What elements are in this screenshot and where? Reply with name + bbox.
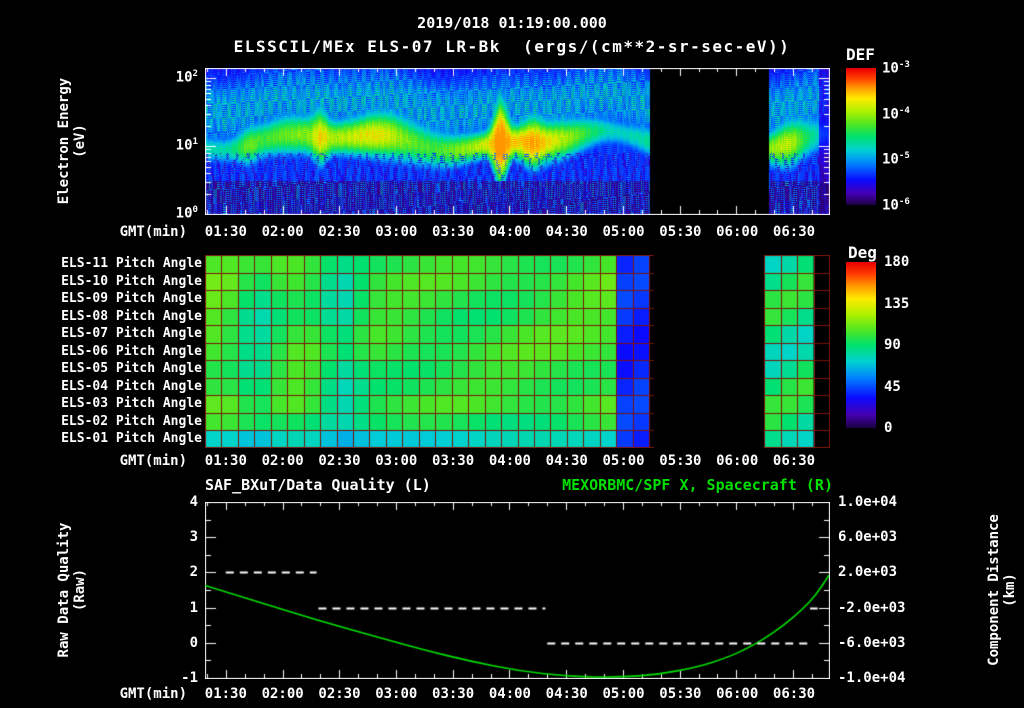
pitch-row-label: ELS-07 Pitch Angle xyxy=(61,326,202,342)
component-distance-axis-label-line1: Component Distance xyxy=(986,514,1002,666)
def-colorbar-title: DEF xyxy=(846,45,875,64)
time-tick-label: 01:30 xyxy=(204,686,247,702)
electron-energy-axis-label-line2: (eV) xyxy=(72,124,88,158)
time-tick-label: 06:30 xyxy=(772,453,816,469)
page-title: 2019/018 01:19:00.000 xyxy=(417,14,607,32)
pitch-row-label: ELS-02 Pitch Angle xyxy=(61,413,202,429)
time-tick-label: 02:00 xyxy=(261,453,304,469)
time-tick-label: 02:30 xyxy=(318,686,361,702)
quality-distance-plot-canvas xyxy=(205,502,830,679)
time-tick-label: 03:30 xyxy=(432,224,475,240)
gmt-axis-caption-panel3: GMT(min) xyxy=(119,686,187,702)
distance-tick-label: 6.0e+03 xyxy=(838,529,898,546)
def-scale-tick-label: 10-3 xyxy=(882,60,910,77)
raw-data-quality-axis-label-line2: (Raw) xyxy=(72,568,88,612)
time-tick-label: 05:30 xyxy=(659,686,702,702)
left-series-title: SAF_BXuT/Data Quality (L) xyxy=(205,476,431,494)
def-scale-tick-label: 10-6 xyxy=(882,197,910,214)
time-tick-label: 03:00 xyxy=(375,686,418,702)
pitch-row-label: ELS-04 Pitch Angle xyxy=(61,378,202,394)
def-scale-tick-label: 10-5 xyxy=(882,151,910,168)
raw-data-quality-axis-label: Raw Data Quality (Raw) xyxy=(56,440,88,708)
pitch-row-label: ELS-10 Pitch Angle xyxy=(61,273,202,289)
time-tick-label: 03:30 xyxy=(432,686,475,702)
raw-data-quality-axis-label-line1: Raw Data Quality xyxy=(56,522,72,658)
def-colorbar-gradient xyxy=(846,68,876,205)
distance-tick-label: 2.0e+03 xyxy=(838,564,898,581)
time-tick-label: 04:30 xyxy=(545,686,588,702)
time-tick-label: 03:00 xyxy=(375,453,418,469)
time-tick-label: 01:30 xyxy=(204,224,247,240)
deg-colorbar-gradient-canvas xyxy=(846,262,876,428)
deg-scale-tick-label: 90 xyxy=(884,337,901,353)
time-tick-label: 06:30 xyxy=(772,686,816,702)
pitch-row-label: ELS-05 Pitch Angle xyxy=(61,361,202,377)
time-tick-label: 04:00 xyxy=(488,224,531,240)
gmt-axis-caption-panel2: GMT(min) xyxy=(119,453,187,469)
deg-scale-tick-label: 180 xyxy=(884,254,910,270)
quality-tick-label: 1 xyxy=(189,599,198,616)
deg-scale-tick-label: 45 xyxy=(884,378,901,395)
component-distance-axis-label: Component Distance (km) xyxy=(986,440,1018,708)
quality-tick-label: 0 xyxy=(189,634,198,651)
electron-energy-spectrogram-canvas xyxy=(205,68,830,215)
electron-energy-axis-label-line1: Electron Energy xyxy=(56,77,72,205)
time-tick-label: 02:00 xyxy=(261,224,304,240)
time-tick-label: 06:00 xyxy=(716,224,759,240)
deg-scale-tick-label: 135 xyxy=(884,295,910,312)
pitch-row-label: ELS-08 Pitch Angle xyxy=(61,308,202,324)
pitch-angle-panels-canvas xyxy=(205,255,830,448)
time-tick-label: 06:00 xyxy=(716,686,759,702)
distance-tick-label: -1.0e+04 xyxy=(838,670,906,686)
pitch-row-label: ELS-11 Pitch Angle xyxy=(61,256,202,271)
bottom-panel-headers: SAF_BXuT/Data Quality (L) MEXORBMC/SPF X… xyxy=(205,476,833,494)
time-tick-label: 02:30 xyxy=(318,224,361,240)
pitch-row-label: ELS-03 Pitch Angle xyxy=(61,396,202,412)
time-tick-label: 05:00 xyxy=(602,453,645,469)
time-tick-label: 01:30 xyxy=(204,453,247,469)
time-tick-label: 02:00 xyxy=(261,686,304,702)
quality-tick-label: 3 xyxy=(189,529,198,546)
component-distance-axis-label-line2: (km) xyxy=(1002,573,1018,607)
electron-energy-axis-label: Electron Energy (eV) xyxy=(56,0,88,291)
time-tick-label: 05:30 xyxy=(659,453,702,469)
quality-tick-label: -1 xyxy=(181,670,198,686)
distance-tick-label: 1.0e+04 xyxy=(838,494,898,510)
deg-colorbar-title: Deg xyxy=(848,243,877,262)
time-tick-label: 03:30 xyxy=(432,453,475,469)
time-tick-label: 05:00 xyxy=(602,224,645,240)
pitch-row-label: ELS-09 Pitch Angle xyxy=(61,291,202,307)
distance-tick-label: -2.0e+03 xyxy=(838,599,906,616)
pitch-row-label: ELS-06 Pitch Angle xyxy=(61,343,202,359)
energy-tick-label: 100 xyxy=(175,205,198,222)
energy-tick-label: 102 xyxy=(175,69,198,86)
time-tick-label: 06:30 xyxy=(772,224,816,240)
time-tick-label: 04:00 xyxy=(488,453,531,469)
time-tick-label: 05:30 xyxy=(659,224,702,240)
deg-scale-tick-label: 0 xyxy=(884,420,893,436)
plot-subtitle: ELSSCIL/MEx ELS-07 LR-Bk (ergs/(cm**2-sr… xyxy=(233,37,791,56)
time-tick-label: 06:00 xyxy=(716,453,759,469)
time-tick-label: 05:00 xyxy=(602,686,645,702)
time-tick-label: 04:00 xyxy=(488,686,531,702)
time-tick-label: 03:00 xyxy=(375,224,418,240)
pitch-row-label: ELS-01 Pitch Angle xyxy=(61,431,202,447)
distance-tick-label: -6.0e+03 xyxy=(838,634,906,651)
quality-tick-label: 4 xyxy=(189,494,198,510)
energy-tick-label: 101 xyxy=(175,137,198,154)
time-tick-label: 02:30 xyxy=(318,453,361,469)
time-tick-label: 04:30 xyxy=(545,453,588,469)
right-series-title: MEXORBMC/SPF X, Spacecraft (R) xyxy=(562,476,833,494)
def-scale-tick-label: 10-4 xyxy=(882,105,910,123)
gmt-axis-caption-panel1: GMT(min) xyxy=(119,224,187,240)
quality-tick-label: 2 xyxy=(189,564,198,581)
time-tick-label: 04:30 xyxy=(545,224,588,240)
